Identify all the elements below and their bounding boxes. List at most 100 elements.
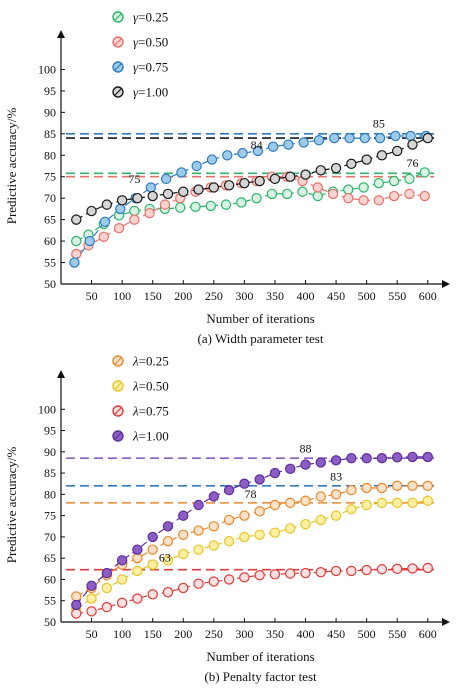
data-point	[392, 452, 403, 463]
y-tick-label: 90	[44, 445, 56, 459]
data-point	[269, 173, 281, 185]
data-point	[147, 559, 158, 570]
data-point	[86, 580, 97, 592]
data-point	[346, 504, 357, 515]
data-point	[358, 195, 369, 206]
data-point	[132, 552, 143, 564]
data-point	[190, 201, 201, 212]
series-γ=0.75	[69, 130, 432, 268]
data-point	[376, 482, 388, 494]
legend-label: γ=0.75	[133, 60, 168, 75]
x-tick-label: 50	[86, 627, 98, 641]
data-point	[147, 531, 158, 543]
data-point	[422, 562, 433, 574]
data-point	[269, 569, 281, 580]
series-λ=0.50	[71, 495, 433, 615]
data-point	[223, 514, 235, 526]
data-point	[330, 162, 342, 174]
x-tick-label: 450	[327, 289, 345, 303]
data-point	[254, 570, 265, 581]
data-point	[208, 521, 220, 532]
data-point	[361, 154, 372, 165]
data-point	[392, 145, 403, 157]
y-tick-label: 85	[44, 127, 56, 141]
data-point	[422, 132, 433, 144]
legend-label: λ=1.00	[132, 429, 169, 444]
legend-marker-slash	[114, 38, 122, 46]
series-λ=1.00	[71, 451, 433, 611]
legend-label: γ=0.25	[133, 10, 168, 25]
data-point	[388, 190, 400, 202]
y-axis-label: Predictive accuracy/%	[4, 447, 19, 564]
data-point	[300, 495, 311, 506]
data-point	[298, 137, 309, 148]
data-point	[191, 160, 202, 172]
legend-marker-slash	[114, 432, 122, 440]
data-point	[390, 130, 401, 142]
value-annotation: 78	[245, 487, 257, 501]
data-point	[132, 593, 143, 604]
series-line	[75, 176, 425, 255]
data-point	[269, 499, 281, 511]
data-point	[392, 480, 403, 492]
data-point	[178, 582, 189, 594]
series-line	[75, 500, 428, 610]
data-point	[101, 199, 113, 210]
data-point	[236, 197, 247, 208]
x-tick-label: 500	[358, 627, 376, 641]
data-point	[71, 248, 82, 260]
data-point	[162, 521, 174, 532]
data-point	[176, 167, 187, 178]
data-point	[101, 601, 113, 613]
data-point	[84, 235, 95, 247]
data-point	[346, 565, 357, 577]
data-point	[313, 135, 325, 146]
data-point	[71, 214, 82, 225]
data-point	[223, 574, 235, 585]
data-point	[422, 495, 433, 506]
series-γ=0.25	[71, 167, 430, 247]
data-point	[376, 150, 388, 161]
data-point	[404, 188, 415, 200]
y-tick-label: 100	[38, 62, 56, 76]
data-point	[223, 535, 235, 547]
data-point	[116, 597, 128, 609]
value-annotation: 84	[251, 138, 263, 152]
data-point	[376, 497, 388, 509]
data-point	[159, 199, 171, 210]
data-point	[178, 548, 189, 560]
data-point	[422, 480, 433, 492]
x-tick-label: 200	[174, 289, 192, 303]
data-point	[208, 576, 220, 587]
data-point	[300, 459, 311, 470]
y-tick-label: 60	[44, 572, 56, 586]
data-point	[315, 514, 326, 526]
data-point	[407, 563, 418, 574]
data-point	[300, 518, 311, 530]
data-point	[193, 184, 204, 195]
x-tick-label: 500	[358, 289, 376, 303]
x-tick-label: 550	[388, 289, 406, 303]
x-tick-label: 600	[419, 627, 437, 641]
data-point	[86, 205, 97, 217]
data-point	[330, 455, 342, 466]
data-point	[269, 527, 281, 538]
x-tick-label: 100	[113, 289, 131, 303]
y-tick-label: 65	[44, 213, 56, 227]
series-line	[75, 456, 428, 606]
legend-label: λ=0.75	[132, 404, 169, 419]
y-axis-arrow-icon	[57, 370, 65, 378]
y-tick-label: 75	[44, 509, 56, 523]
data-point	[330, 489, 342, 500]
data-point	[71, 591, 82, 602]
data-point	[266, 188, 278, 200]
data-point	[206, 154, 218, 165]
data-point	[315, 491, 326, 502]
data-point	[254, 506, 265, 517]
x-tick-label: 100	[113, 627, 131, 641]
data-point	[404, 173, 415, 185]
data-point	[329, 132, 340, 144]
y-tick-label: 75	[44, 170, 56, 184]
legend-label: λ=0.50	[132, 379, 169, 394]
data-point	[178, 186, 189, 197]
